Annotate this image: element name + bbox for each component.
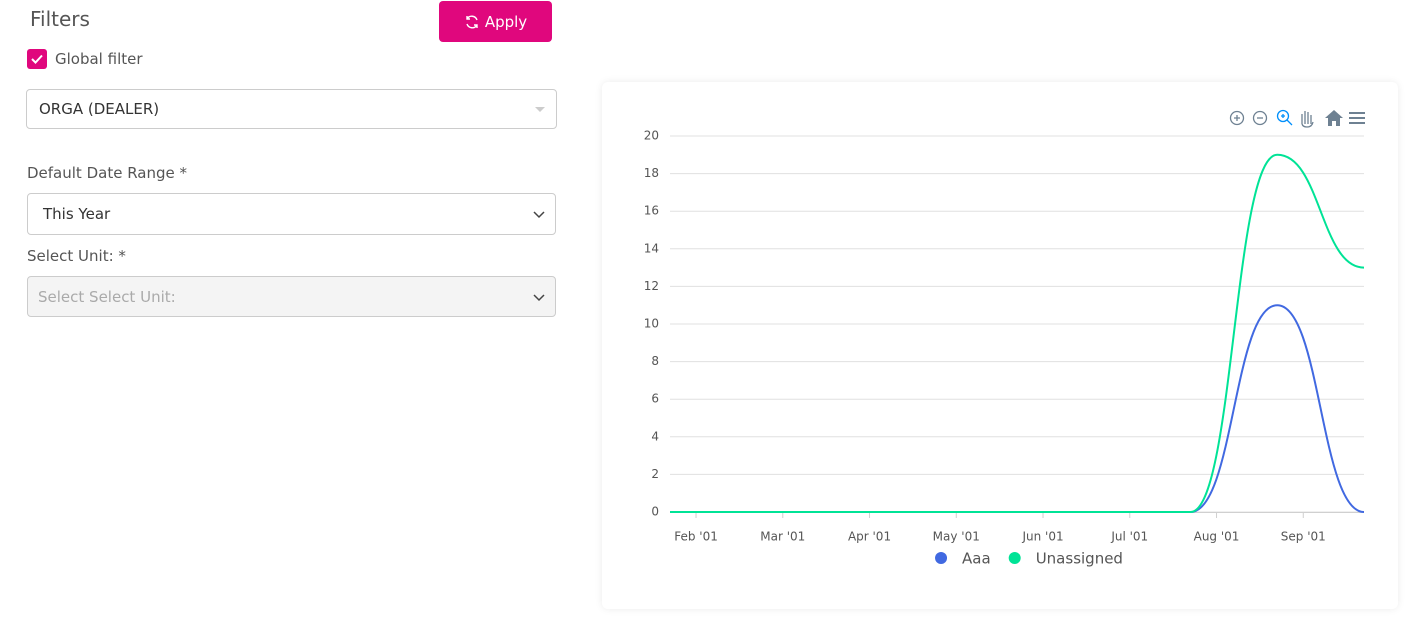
x-tick-label: Feb '01 [674, 530, 718, 544]
y-tick-label: 2 [651, 467, 659, 481]
unit-label: Select Unit: * [27, 247, 126, 265]
global-filter-label: Global filter [55, 50, 143, 68]
refresh-icon [466, 15, 478, 28]
x-tick-label: Sep '01 [1281, 530, 1326, 544]
legend-label: Aaa [962, 550, 991, 568]
unit-select[interactable]: Select Select Unit: [27, 276, 556, 317]
y-tick-label: 8 [651, 354, 659, 368]
reset-button[interactable] [1325, 110, 1343, 126]
apply-button[interactable]: Apply [439, 1, 552, 42]
date-range-select[interactable]: This Year [27, 193, 556, 235]
apply-label: Apply [484, 12, 528, 31]
org-select-value: ORGA (DEALER) [39, 100, 160, 118]
selection-zoom-button[interactable] [1276, 109, 1293, 126]
legend-label: Unassigned [1036, 550, 1123, 568]
toolbar [1229, 109, 1365, 128]
chevron [533, 294, 545, 302]
y-tick-label: 14 [644, 241, 659, 255]
check-icon [31, 54, 43, 64]
line-series [669, 304, 1365, 514]
y-tick-label: 4 [651, 429, 659, 443]
legend-marker [935, 552, 948, 564]
y-tick-label: 12 [644, 279, 659, 293]
legend: Aaa Unassigned [935, 550, 1123, 568]
zoom-in-button[interactable] [1229, 110, 1245, 126]
pan-button[interactable] [1301, 111, 1314, 128]
x-tick-label: May '01 [933, 530, 980, 544]
y-tick-label: 0 [651, 505, 659, 519]
x-tick-label: Jun '01 [1021, 530, 1063, 544]
chevron [533, 211, 545, 219]
global-filter-checkbox[interactable] [27, 49, 47, 69]
y-tick-label: 16 [644, 204, 659, 218]
filters-title: Filters [30, 7, 90, 31]
line-series [669, 153, 1365, 514]
unit-placeholder: Select Select Unit: [38, 287, 176, 306]
legend-marker [1008, 552, 1021, 564]
menu-button[interactable] [1349, 112, 1365, 124]
chart-card [602, 82, 1398, 609]
y-tick-label: 10 [644, 317, 659, 331]
y-tick-label: 18 [644, 166, 659, 180]
x-tick-label: Apr '01 [848, 530, 891, 544]
x-tick-label: Mar '01 [760, 530, 805, 544]
dropdown-arrow [535, 107, 545, 112]
x-tick-label: Jul '01 [1110, 530, 1148, 544]
zoom-out-button[interactable] [1252, 110, 1268, 126]
y-tick-label: 20 [644, 129, 659, 143]
date-range-value: This Year [43, 205, 111, 223]
date-range-label: Default Date Range * [27, 164, 188, 182]
org-select[interactable]: ORGA (DEALER) [26, 89, 557, 129]
x-tick-label: Aug '01 [1194, 530, 1240, 544]
y-tick-label: 6 [651, 392, 659, 406]
